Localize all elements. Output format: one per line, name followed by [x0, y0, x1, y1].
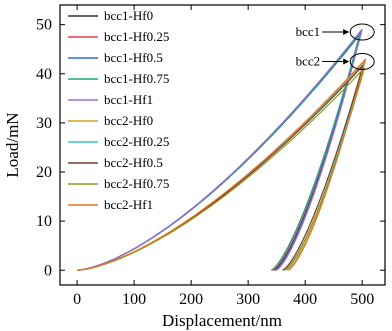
y-tick-label: 40: [36, 66, 52, 83]
x-tick-label: 300: [236, 291, 260, 308]
y-tick-label: 30: [36, 115, 52, 132]
annotation-ellipse: [349, 23, 375, 41]
legend-label: bcc1-Hf0.25: [104, 29, 169, 44]
series-line: [77, 67, 366, 271]
series-line: [77, 32, 362, 271]
series-line: [77, 58, 367, 271]
legend-label: bcc2-Hf1: [104, 197, 153, 212]
annotation-arrowhead: [343, 29, 350, 36]
legend-label: bcc2-Hf0.5: [104, 155, 163, 170]
annotations: bcc1 bcc2: [296, 23, 375, 70]
legend-label: bcc2-Hf0.75: [104, 176, 169, 191]
y-tick-label: 0: [44, 262, 52, 279]
legend-label: bcc1-Hf0.5: [104, 50, 163, 65]
legend-label: bcc1-Hf0.75: [104, 71, 169, 86]
annotation-label: bcc1: [296, 24, 321, 39]
annotation-ellipse: [349, 52, 375, 70]
axis-ticks: 0 100 200 300 400 500 0 10 20 30 40 50: [36, 5, 385, 308]
annotation-arrowhead: [343, 58, 350, 65]
y-tick-label: 50: [36, 17, 52, 34]
series-line: [77, 33, 361, 271]
x-tick-label: 200: [179, 291, 203, 308]
legend-label: bcc1-Hf1: [104, 92, 153, 107]
x-axis-title: Displacement/nm: [162, 311, 282, 330]
x-tick-label: 100: [122, 291, 146, 308]
legend: bcc1-Hf0 bcc1-Hf0.25 bcc1-Hf0.5 bcc1-Hf0.75…: [68, 8, 169, 212]
y-axis-title: Load/mN: [3, 112, 22, 177]
annotation-label: bcc2: [296, 53, 321, 68]
y-tick-label: 20: [36, 164, 52, 181]
x-tick-label: 500: [350, 291, 374, 308]
x-tick-label: 400: [293, 291, 317, 308]
legend-label: bcc2-Hf0: [104, 113, 153, 128]
series-line: [77, 65, 364, 271]
y-tick-label: 10: [36, 213, 52, 230]
x-tick-label: 0: [73, 291, 81, 308]
legend-label: bcc1-Hf0: [104, 8, 153, 23]
series-layer: [77, 28, 367, 271]
series-line: [77, 28, 363, 271]
legend-label: bcc2-Hf0.25: [104, 134, 169, 149]
plot-area-frame: [59, 4, 386, 286]
